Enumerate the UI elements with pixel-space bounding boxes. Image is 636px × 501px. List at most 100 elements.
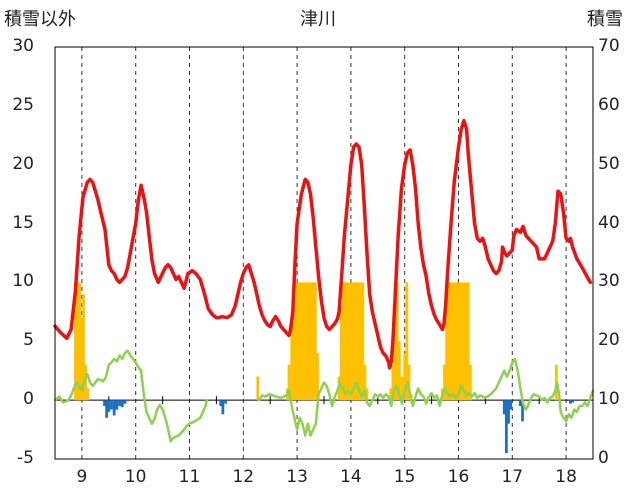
bar-snowfall bbox=[76, 282, 79, 401]
bar-snowfall bbox=[391, 364, 395, 401]
line-series bbox=[53, 118, 595, 443]
bar-negative_bars bbox=[123, 400, 127, 404]
y-left-tick-label: 15 bbox=[12, 212, 34, 233]
bar-negative_bars bbox=[505, 400, 508, 454]
bar-snowfall bbox=[74, 282, 77, 401]
y-left-tick-label: 20 bbox=[12, 153, 34, 174]
bar-negative_bars bbox=[502, 400, 506, 415]
x-tick-label: 18 bbox=[555, 467, 577, 487]
x-tick-label: 16 bbox=[447, 467, 470, 487]
bar-snowfall bbox=[354, 282, 358, 401]
bar-negative_bars bbox=[118, 400, 121, 407]
bar-snowfall bbox=[365, 388, 369, 401]
bar-snowfall bbox=[352, 282, 356, 401]
bar-negative_bars bbox=[221, 400, 225, 415]
bar-snowfall bbox=[309, 282, 313, 401]
bar-snowfall bbox=[287, 364, 291, 401]
bar-snowfall bbox=[78, 282, 82, 401]
bar-snowfall bbox=[316, 353, 319, 401]
bar-snowfall bbox=[294, 282, 298, 401]
bar-snowfall bbox=[363, 364, 367, 401]
bar-snowfall bbox=[407, 364, 411, 401]
bar-snowfall bbox=[339, 305, 343, 401]
x-tick-label: 15 bbox=[393, 467, 416, 487]
bar-snowfall bbox=[445, 282, 449, 401]
plot-frame bbox=[54, 46, 594, 460]
bar-negative_bars bbox=[509, 400, 513, 410]
bar-snowfall bbox=[290, 317, 294, 401]
y-left-tick-label: 10 bbox=[12, 271, 34, 292]
bar-snowfall bbox=[348, 282, 352, 401]
bar-snowfall bbox=[449, 282, 453, 401]
bar-negative_bars bbox=[224, 400, 227, 404]
bar-negative_bars bbox=[518, 400, 522, 407]
bar-snowfall bbox=[460, 282, 464, 401]
bar-snowfall bbox=[464, 282, 468, 401]
bar-snowfall bbox=[361, 282, 365, 401]
bar-snowfall bbox=[256, 376, 260, 401]
x-tick-label: 10 bbox=[124, 467, 147, 487]
bar-snowfall bbox=[344, 282, 347, 401]
bar-snowfall bbox=[82, 294, 85, 401]
line-snow_depth bbox=[53, 118, 593, 370]
x-tick-label: 11 bbox=[178, 467, 201, 487]
bar-snowfall bbox=[405, 282, 409, 401]
bar-snowfall bbox=[389, 388, 393, 401]
bar-negative_bars bbox=[219, 400, 223, 407]
bar-snowfall bbox=[307, 282, 311, 401]
bar-snowfall bbox=[296, 282, 300, 401]
bar-negative_bars bbox=[569, 400, 572, 404]
bar-snowfall bbox=[86, 388, 90, 401]
y-right-tick-label: 30 bbox=[598, 271, 620, 292]
y-right-tick-label: 20 bbox=[598, 330, 620, 351]
bar-snowfall bbox=[84, 364, 88, 401]
bar-negative_bars bbox=[110, 400, 113, 410]
bar-snowfall bbox=[468, 364, 472, 401]
x-tick-label: 14 bbox=[340, 467, 362, 487]
x-tick-label: 12 bbox=[232, 467, 255, 487]
y-left-tick-label: 5 bbox=[23, 330, 34, 351]
bar-snowfall bbox=[453, 282, 457, 401]
bar-snowfall bbox=[458, 282, 461, 401]
bar-snowfall bbox=[314, 282, 317, 401]
y-left-tick-label: 25 bbox=[12, 94, 34, 115]
bar-snowfall bbox=[357, 282, 360, 401]
left-axis-label: 積雪以外 bbox=[4, 9, 76, 30]
bar-negative_bars bbox=[105, 400, 109, 418]
bar-negative_bars bbox=[120, 400, 124, 408]
bar-snowfall bbox=[466, 282, 470, 401]
bar-negative_bars bbox=[521, 400, 524, 422]
y-right-tick-label: 0 bbox=[598, 448, 609, 468]
bar-snowfall bbox=[443, 364, 446, 401]
x-tick-label: 13 bbox=[286, 467, 308, 487]
y-right-tick-label: 40 bbox=[598, 212, 620, 233]
bar-snowfall bbox=[447, 282, 451, 401]
bar-snowfall bbox=[305, 282, 309, 401]
x-tick-label: 17 bbox=[501, 467, 524, 487]
bar-snowfall bbox=[301, 282, 304, 401]
bar-negative_bars bbox=[507, 400, 510, 424]
bar-snowfall bbox=[303, 282, 307, 401]
bar-snowfall bbox=[346, 282, 350, 401]
bar-snowfall bbox=[403, 353, 407, 401]
bar-snowfall bbox=[80, 317, 84, 401]
y-left-tick-label: 0 bbox=[23, 389, 34, 410]
bar-snowfall bbox=[451, 282, 455, 401]
bar-snowfall bbox=[393, 282, 397, 401]
line-temperature bbox=[53, 349, 208, 443]
bar-snowfall bbox=[359, 282, 362, 401]
bar-snowfall bbox=[462, 282, 466, 401]
line-temperature bbox=[258, 357, 595, 437]
bar-negative_bars bbox=[103, 400, 106, 407]
bar-snowfall bbox=[311, 282, 315, 401]
y-right-tick-label: 60 bbox=[598, 94, 620, 115]
y-right-tick-label: 50 bbox=[598, 153, 620, 174]
bar-snowfall bbox=[397, 341, 401, 401]
bar-negative_bars bbox=[107, 400, 111, 412]
y-left-tick-label: 30 bbox=[12, 36, 34, 56]
right-axis-label: 積雪 bbox=[587, 9, 623, 30]
bar-negative_bars bbox=[112, 400, 116, 416]
y-left-tick-label: -5 bbox=[17, 448, 34, 468]
bar-negative_bars bbox=[571, 400, 574, 403]
chart-title: 津川 bbox=[300, 9, 336, 30]
